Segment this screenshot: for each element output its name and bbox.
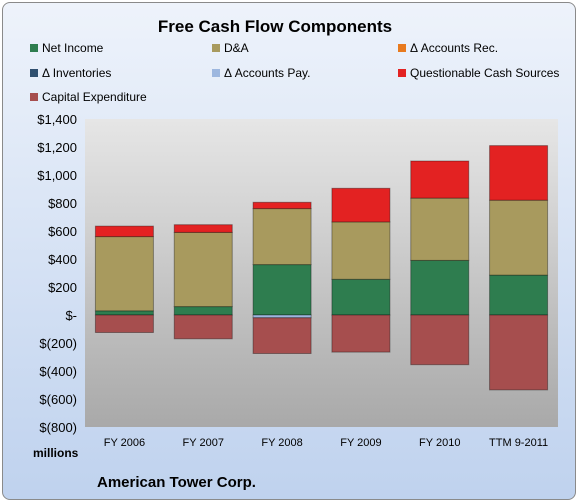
- bar-segment: [173, 224, 233, 233]
- legend-item-questionable: Questionable Cash Sources: [398, 66, 559, 80]
- legend-label-capex: Capital Expenditure: [42, 90, 147, 104]
- y-tick-label: $1,400: [37, 112, 77, 127]
- bar-segment: [252, 264, 312, 316]
- x-tick-label: FY 2007: [183, 437, 224, 449]
- x-tick-label: TTM 9-2011: [489, 437, 548, 449]
- legend-label-net-income: Net Income: [42, 41, 104, 55]
- x-tick-label: FY 2008: [261, 437, 302, 449]
- bar-segment: [94, 225, 154, 238]
- legend-label-da: D&A: [224, 41, 249, 55]
- x-tick-label: FY 2009: [340, 437, 381, 449]
- y-tick-label: $600: [48, 224, 77, 239]
- bar-segment: [331, 314, 391, 353]
- bar-segment: [173, 314, 233, 340]
- bar-segment: [252, 317, 312, 354]
- y-tick-label: $1,200: [37, 140, 77, 155]
- y-tick-label: $200: [48, 280, 77, 295]
- bar-segment: [410, 259, 470, 316]
- legend-swatch-capex: [30, 93, 38, 101]
- legend-swatch-accounts-rec: [398, 44, 406, 52]
- bar-segment: [252, 201, 312, 210]
- legend-label-questionable: Questionable Cash Sources: [410, 66, 560, 80]
- y-tick-label: $800: [48, 196, 77, 211]
- legend-swatch-inventories: [30, 69, 38, 77]
- chart-title: Free Cash Flow Components: [157, 17, 393, 36]
- y-tick-label: $(800): [39, 420, 77, 435]
- y-tick-label: $-: [65, 308, 77, 323]
- bar-segment: [410, 160, 470, 199]
- company-name: American Tower Corp.: [97, 474, 256, 491]
- bar-segment: [252, 208, 312, 266]
- y-tick-label: $(200): [39, 336, 77, 351]
- bar-segment: [489, 145, 549, 201]
- plot-area: [85, 119, 558, 427]
- legend-item-net-income: Net Income: [30, 41, 103, 55]
- bar-segment: [331, 221, 391, 280]
- y-tick-label: $(400): [39, 364, 77, 379]
- legend-swatch-questionable: [398, 69, 406, 77]
- bar-segment: [173, 306, 233, 316]
- legend-swatch-da: [212, 44, 220, 52]
- legend-item-capex: Capital Expenditure: [30, 90, 147, 104]
- x-tick-label: FY 2010: [419, 437, 460, 449]
- y-tick-label: $1,000: [37, 168, 77, 183]
- y-tick-label: $(600): [39, 392, 77, 407]
- bar-segment: [331, 278, 391, 316]
- bar-segment: [489, 314, 549, 391]
- legend-item-accounts-pay: Δ Accounts Pay.: [212, 66, 311, 80]
- bar-segment: [94, 314, 154, 333]
- legend-label-accounts-rec: Δ Accounts Rec.: [410, 41, 499, 55]
- bar-segment: [410, 197, 470, 261]
- bar-segment: [489, 274, 549, 316]
- legend-label-accounts-pay: Δ Accounts Pay.: [224, 66, 311, 80]
- legend-item-inventories: Δ Inventories: [30, 66, 111, 80]
- legend-swatch-net-income: [30, 44, 38, 52]
- legend-label-inventories: Δ Inventories: [42, 66, 112, 80]
- legend-item-accounts-rec: Δ Accounts Rec.: [398, 41, 498, 55]
- bar-segment: [94, 236, 154, 312]
- bar-segment: [94, 310, 154, 316]
- units-label: millions: [33, 446, 79, 460]
- legend-swatch-accounts-pay: [212, 69, 220, 77]
- bar-segment: [410, 314, 470, 366]
- x-tick-label: FY 2006: [104, 437, 145, 449]
- bar-segment: [331, 187, 391, 223]
- bar-segment: [173, 231, 233, 308]
- bar-segment: [489, 199, 549, 276]
- y-tick-label: $400: [48, 252, 77, 267]
- legend-item-da: D&A: [212, 41, 249, 55]
